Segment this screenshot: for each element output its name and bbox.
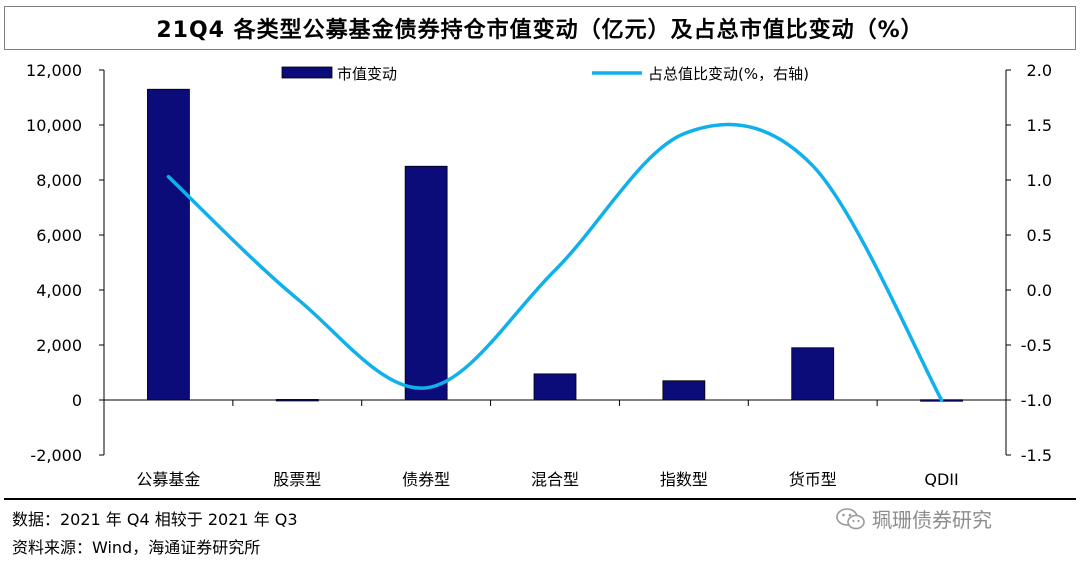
bar-3 [533,373,577,401]
left-tick-label: 4,000 [36,281,82,300]
right-tick-label: -0.5 [1021,336,1052,355]
bar-4 [662,380,706,401]
chart-title: 21Q4 各类型公募基金债券持仓市值变动（亿元）及占总市值比变动（%） [156,18,924,43]
legend-line-label: 占总值比变动(%，右轴) [648,65,809,83]
legend-bar-label: 市值变动 [337,65,397,83]
right-tick-label: 1.0 [1027,171,1052,190]
line-series [166,122,944,402]
right-tick-label: -1.0 [1021,391,1052,410]
category-label: 指数型 [660,470,708,489]
right-tick-label: 1.5 [1027,116,1052,135]
left-tick-label: 8,000 [36,171,82,190]
data-note: 数据：2021 年 Q4 相较于 2021 年 Q3 [12,510,298,529]
bar-1 [275,399,319,402]
right-tick-label: 0.0 [1027,281,1052,300]
left-tick-label: -2,000 [30,446,82,465]
source-note: 资料来源：Wind，海通证券研究所 [12,538,261,557]
category-label: 公募基金 [136,470,200,489]
watermark-text: 珮珊债券研究 [872,508,992,532]
watermark: 珮珊债券研究 [836,504,992,533]
chart: -2,000 0 2,000 4,000 6,000 8,000 10,000 12,000 -… [26,61,1052,489]
title-bar: 21Q4 各类型公募基金债券持仓市值变动（亿元）及占总市值比变动（%） [4,6,1076,50]
right-tick-label: 2.0 [1027,61,1052,80]
category-label: 股票型 [273,470,321,489]
category-label: 债券型 [402,470,450,489]
left-tick-label: 10,000 [26,116,82,135]
left-tick-label: 6,000 [36,226,82,245]
bottom-rule [4,498,1076,500]
category-label: 混合型 [531,470,579,489]
right-tick-label: 0.5 [1027,226,1052,245]
left-tick-label: 2,000 [36,336,82,355]
left-tick-label: 12,000 [26,61,82,80]
bar-2 [404,165,448,401]
left-tick-label: 0 [72,391,82,410]
legend-bar-swatch [281,66,333,79]
category-label: QDII [924,470,958,489]
category-label: 货币型 [789,470,837,489]
right-tick-label: -1.5 [1021,446,1052,465]
bar-5 [791,347,835,401]
wechat-icon [836,507,865,529]
bar-0 [147,88,190,401]
